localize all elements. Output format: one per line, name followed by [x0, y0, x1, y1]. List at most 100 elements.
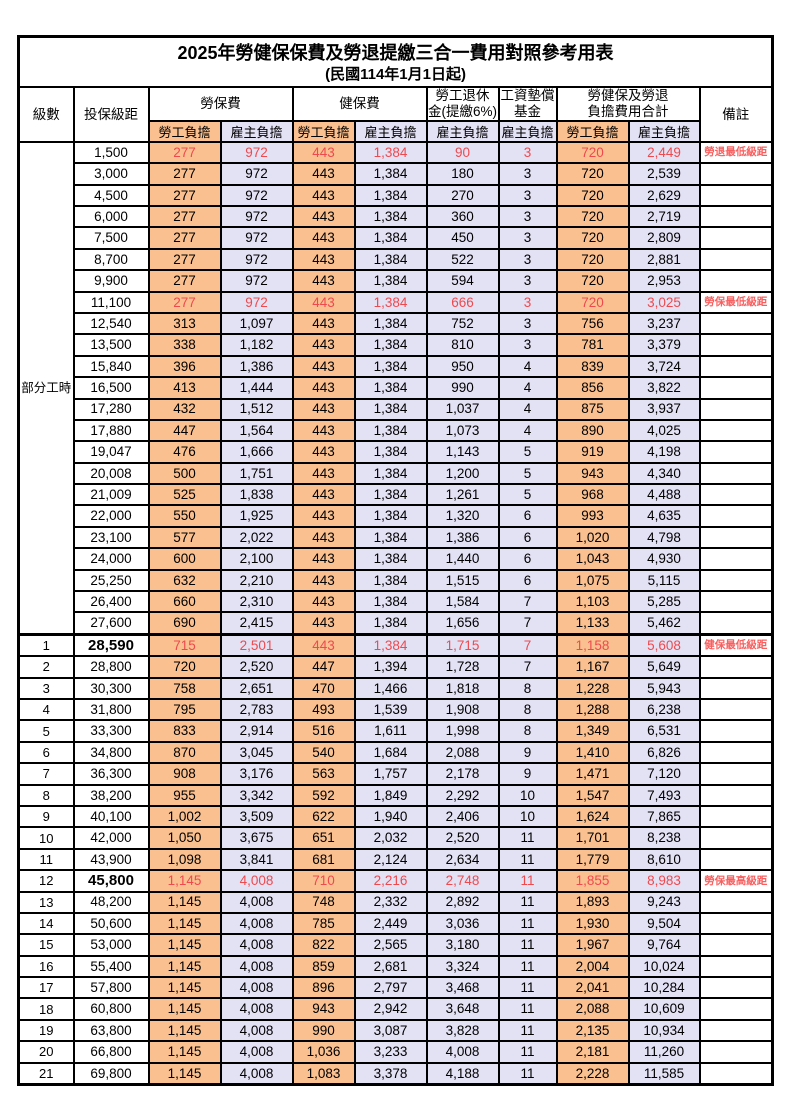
value-cell: 3,379	[627, 333, 701, 357]
value-cell: 3	[497, 247, 558, 272]
value-cell: 1,384	[353, 440, 428, 464]
value-cell: 540	[291, 740, 356, 765]
value-cell: 1,512	[219, 397, 294, 421]
value-cell: 990	[425, 376, 500, 400]
group-header-health-insurance: 健保費	[291, 86, 428, 122]
table-row: 7 36,300 908 3,176 563 1,757 2,178 9 1,471 7,120	[17, 762, 774, 786]
fee-reference-table: 2025年勞健保保費及勞退提繳三合一費用對照參考用表 (民國114年1月1日起)…	[17, 35, 775, 1087]
remark-cell: 勞保最高級距	[698, 869, 774, 893]
value-cell: 2,041	[555, 976, 630, 1000]
value-cell: 7	[497, 590, 558, 614]
remark-cell	[698, 911, 774, 936]
table-row: 9,900 277 972 443 1,384 594 3 720 2,953	[19, 269, 774, 293]
value-cell: 1,471	[555, 762, 630, 786]
value-cell: 1,394	[353, 655, 428, 679]
value-cell: 2,634	[425, 847, 500, 872]
remark-cell	[698, 762, 774, 786]
value-cell: 1,666	[219, 440, 294, 464]
value-cell: 594	[425, 269, 500, 293]
value-cell: 1,097	[219, 311, 294, 336]
value-cell: 11	[497, 1040, 558, 1064]
value-cell: 4,008	[219, 954, 294, 979]
value-cell: 450	[425, 226, 500, 250]
value-cell: 3	[497, 311, 558, 336]
value-cell: 563	[291, 762, 356, 786]
value-cell: 3,342	[219, 783, 294, 807]
value-cell: 2,292	[425, 783, 500, 807]
level-cell: 11	[17, 847, 75, 872]
remark-cell	[698, 547, 774, 571]
value-cell: 7,120	[627, 762, 701, 786]
value-cell: 1,384	[353, 311, 428, 336]
value-cell: 3	[497, 333, 558, 357]
value-cell: 3,087	[353, 1018, 428, 1043]
table-row: 部分工時 1,500 277 972 443 1,384 90 3 720 2,449 勞退最低級距	[17, 140, 774, 636]
level-cell: 7	[17, 762, 75, 786]
remark-cell	[698, 676, 774, 701]
value-cell: 2,892	[425, 890, 500, 914]
table-row: 7,500 277 972 443 1,384 450 3 720 2,809	[19, 226, 774, 250]
bracket-cell: 13,500	[72, 333, 150, 357]
bracket-cell: 25,250	[72, 568, 150, 593]
level-cell: 6	[17, 740, 75, 765]
value-cell: 277	[147, 204, 222, 229]
value-cell: 9,504	[627, 911, 701, 936]
title-cell: 2025年勞健保保費及勞退提繳三合一費用對照參考用表 (民國114年1月1日起)	[17, 35, 774, 88]
header-sub-row: 勞工負擔 雇主負擔 勞工負擔 雇主負擔 雇主負擔 雇主負擔 勞工負擔 雇主負擔	[19, 119, 773, 143]
bracket-cell: 7,500	[72, 226, 150, 250]
value-cell: 758	[147, 676, 222, 701]
value-cell: 1,037	[425, 397, 500, 421]
remark-cell	[698, 376, 774, 400]
value-cell: 1,384	[353, 226, 428, 250]
value-cell: 516	[291, 719, 356, 743]
value-cell: 500	[147, 461, 222, 486]
value-cell: 447	[291, 655, 356, 679]
value-cell: 710	[291, 869, 356, 893]
bracket-cell: 22,000	[72, 504, 150, 528]
value-cell: 277	[147, 183, 222, 208]
value-cell: 577	[147, 525, 222, 550]
bracket-cell: 9,900	[72, 269, 150, 293]
remark-cell	[698, 719, 774, 743]
value-cell: 1,384	[353, 354, 428, 379]
value-cell: 4	[497, 354, 558, 379]
value-cell: 720	[555, 140, 630, 165]
value-cell: 11,260	[627, 1040, 701, 1064]
value-cell: 1,145	[147, 1040, 222, 1064]
value-cell: 3,841	[219, 847, 294, 872]
value-cell: 1,182	[219, 333, 294, 357]
value-cell: 443	[291, 504, 356, 528]
value-cell: 972	[219, 140, 294, 165]
level-cell: 20	[17, 1040, 75, 1064]
value-cell: 443	[291, 376, 356, 400]
value-cell: 1,440	[425, 547, 500, 571]
value-cell: 11	[497, 826, 558, 850]
value-cell: 476	[147, 440, 222, 464]
bracket-cell: 6,000	[72, 204, 150, 229]
value-cell: 2,216	[353, 869, 428, 893]
value-cell: 4,198	[627, 440, 701, 464]
level-cell: 4	[17, 697, 75, 722]
bracket-cell: 17,280	[72, 397, 150, 421]
value-cell: 4	[497, 418, 558, 443]
group-header-total: 勞健保及勞退 負擔費用合計	[555, 86, 701, 122]
pension-label-line2: 金(提繳6%)	[427, 103, 497, 119]
bracket-cell: 28,800	[72, 655, 150, 679]
page: 2025年勞健保保費及勞退提繳三合一費用對照參考用表 (民國114年1月1日起)…	[17, 35, 775, 1087]
remark-cell	[698, 247, 774, 272]
value-cell: 890	[555, 418, 630, 443]
remark-cell	[698, 1061, 774, 1086]
value-cell: 2,135	[555, 1018, 630, 1043]
value-cell: 2,124	[353, 847, 428, 872]
value-cell: 4,188	[425, 1061, 500, 1086]
value-cell: 1,384	[353, 590, 428, 614]
value-cell: 10	[497, 804, 558, 829]
value-cell: 9,243	[627, 890, 701, 914]
value-cell: 752	[425, 311, 500, 336]
remark-cell	[698, 311, 774, 336]
level-cell: 2	[17, 655, 75, 679]
table-row: 5 33,300 833 2,914 516 1,611 1,998 8 1,349 6,531	[17, 719, 774, 743]
value-cell: 4,025	[627, 418, 701, 443]
value-cell: 4,008	[219, 1040, 294, 1064]
value-cell: 1,349	[555, 719, 630, 743]
